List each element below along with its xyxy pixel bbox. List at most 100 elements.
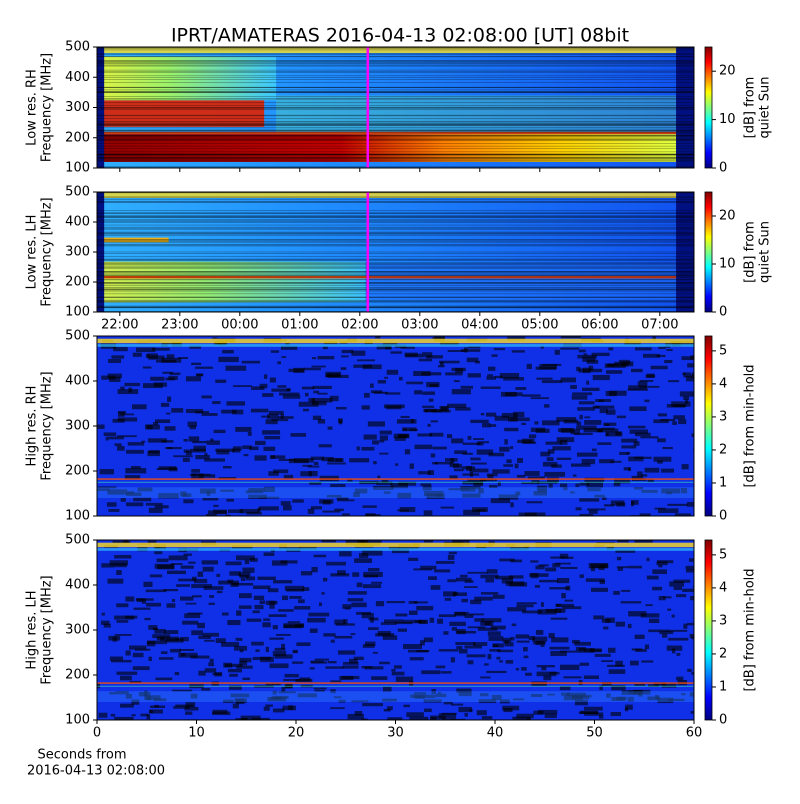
spectrogram-patch	[281, 687, 285, 692]
spectrogram-patch	[191, 363, 201, 365]
spectrogram-patch	[560, 348, 579, 350]
spectrogram-patch	[374, 392, 388, 394]
spectrogram-patch	[468, 660, 474, 664]
spectrogram-patch	[304, 368, 321, 371]
spectrogram-patch	[97, 279, 694, 280]
spectrogram-patch	[510, 446, 513, 449]
spectrogram-patch	[302, 465, 312, 467]
spectrogram-patch	[97, 53, 694, 54]
spectrogram-patch	[126, 502, 143, 506]
spectrogram-patch	[270, 377, 276, 382]
spectrogram-patch	[348, 714, 364, 719]
spectrogram-patch	[232, 410, 243, 415]
spectrogram-patch	[373, 652, 378, 654]
spectrogram-patch	[617, 557, 621, 560]
colorbar-tick-label: 0	[719, 713, 727, 728]
spectrogram-patch	[371, 582, 382, 584]
y-axis-label: High res. LH	[25, 590, 40, 669]
spectrogram-patch	[233, 385, 252, 387]
spectrogram-patch	[294, 606, 310, 610]
spectrogram-patch	[375, 633, 394, 636]
spectrogram-patch	[97, 213, 694, 214]
spectrogram-patch	[584, 416, 590, 418]
colorbar-tick-label: 0	[719, 305, 727, 320]
x-tick-label: 23:00	[161, 318, 198, 333]
spectrogram-patch	[646, 558, 649, 561]
spectrogram-patch	[154, 629, 165, 634]
spectrogram-patch	[269, 605, 274, 609]
spectrogram-patch	[646, 375, 656, 378]
spectrogram-patch	[208, 662, 214, 666]
spectrogram-patch	[549, 633, 555, 638]
spectrogram-patch	[342, 350, 354, 353]
spectrogram-patch	[282, 596, 288, 600]
spectrogram-patch	[97, 199, 694, 200]
spectrogram-patch	[303, 409, 309, 412]
spectrogram-patch	[638, 381, 648, 385]
spectrogram-patch	[192, 441, 207, 443]
spectrogram-patch	[223, 663, 232, 668]
spectrogram-patch	[302, 387, 314, 390]
spectrogram-patch	[351, 633, 356, 635]
spectrogram-patch	[97, 77, 694, 78]
spectrogram-patch	[447, 404, 466, 408]
spectrogram-patch	[527, 501, 543, 503]
spectrogram-patch	[97, 54, 694, 55]
spectrogram-patch	[431, 453, 435, 457]
spectrogram-patch	[362, 703, 383, 706]
spectrogram-patch	[503, 464, 513, 467]
spectrogram-patch	[658, 413, 667, 416]
spectrogram-patch	[614, 482, 621, 486]
spectrogram-patch	[97, 130, 694, 131]
spectrogram-patch	[97, 686, 694, 687]
spectrogram-patch	[125, 468, 146, 473]
spectrogram-patch	[262, 393, 273, 397]
spectrogram-patch	[97, 263, 694, 264]
spectrogram-patch	[97, 306, 694, 307]
spectrogram-patch	[258, 577, 276, 580]
spectrogram-patch	[322, 540, 336, 542]
spectrogram-patch	[259, 506, 279, 510]
x-tick-label: 07:00	[641, 318, 678, 333]
spectrogram-patch	[97, 268, 694, 269]
spectrogram-patch	[537, 665, 555, 667]
spectrogram-patch	[222, 350, 234, 353]
x-tick-label: 50	[586, 726, 603, 741]
spectrogram-patch	[171, 563, 183, 565]
spectrogram-patch	[148, 450, 159, 453]
spectrogram-patch	[263, 447, 275, 451]
spectrogram-patch	[124, 383, 140, 386]
spectrogram-patch	[603, 627, 608, 630]
spectrogram-patch	[150, 377, 164, 381]
spectrogram-patch	[482, 716, 492, 719]
spectrogram-patch	[470, 600, 481, 604]
spectrogram-patch	[668, 380, 679, 382]
spectrogram-patch	[97, 232, 694, 233]
spectrogram-patch	[258, 508, 261, 512]
spectrogram-patch	[330, 680, 341, 682]
spectrogram-patch	[399, 377, 403, 381]
spectrogram-patch	[495, 416, 510, 421]
spectrogram-patch	[147, 353, 158, 358]
spectrogram-patch	[445, 598, 452, 601]
spectrogram-patch	[417, 433, 432, 436]
spectrogram-patch	[331, 640, 335, 643]
spectrogram-patch	[579, 498, 599, 501]
spectrogram-patch	[641, 474, 647, 476]
spectrogram-patch	[153, 422, 158, 425]
spectrogram-patch	[315, 659, 329, 661]
spectrogram-patch	[630, 429, 648, 433]
spectrogram-patch	[248, 432, 252, 436]
spectrogram-patch	[379, 662, 390, 665]
spectrogram-patch	[456, 646, 462, 649]
y-axis-label: High res. RH	[25, 386, 40, 467]
spectrogram-patch	[97, 482, 694, 483]
spectrogram-patch	[387, 370, 399, 375]
spectrogram-patch	[470, 709, 473, 712]
spectrogram-patch	[428, 576, 437, 580]
spectrogram-patch	[97, 275, 694, 276]
spectrogram-patch	[125, 616, 137, 619]
spectrogram-patch	[285, 674, 299, 677]
spectrogram-patch	[97, 259, 694, 260]
spectrogram-patch	[97, 135, 694, 136]
